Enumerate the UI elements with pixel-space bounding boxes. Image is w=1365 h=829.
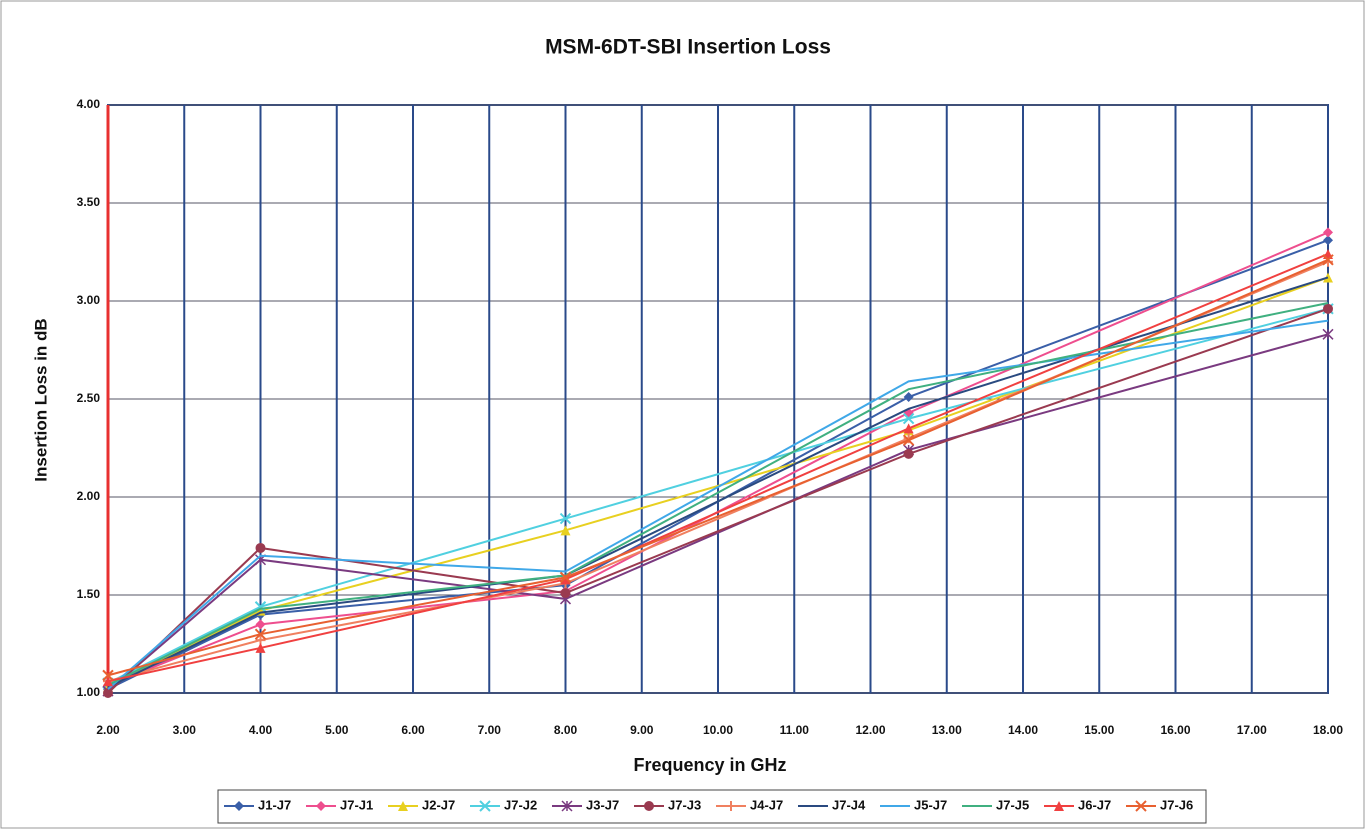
marker bbox=[559, 571, 572, 584]
y-tick-label: 1.00 bbox=[77, 685, 101, 699]
marker bbox=[103, 676, 113, 687]
y-tick-label: 2.50 bbox=[77, 391, 101, 405]
y-tick-label: 4.00 bbox=[77, 97, 101, 111]
x-tick-label: 5.00 bbox=[325, 723, 349, 737]
marker bbox=[561, 800, 573, 812]
marker bbox=[479, 800, 491, 812]
marker bbox=[255, 542, 266, 553]
x-tick-label: 15.00 bbox=[1084, 723, 1114, 737]
marker bbox=[103, 688, 113, 698]
x-tick-label: 16.00 bbox=[1160, 723, 1190, 737]
marker bbox=[560, 525, 571, 536]
marker bbox=[1135, 800, 1147, 812]
legend-label: J7-J2 bbox=[504, 797, 537, 812]
marker bbox=[255, 619, 266, 630]
marker bbox=[560, 574, 571, 585]
marker bbox=[1323, 235, 1333, 246]
legend-label: J5-J7 bbox=[914, 797, 947, 812]
marker bbox=[102, 669, 114, 682]
x-tick-label: 14.00 bbox=[1008, 723, 1038, 737]
legend-box bbox=[217, 789, 1207, 824]
x-tick-label: 13.00 bbox=[932, 723, 962, 737]
marker bbox=[1323, 227, 1333, 238]
x-tick-label: 11.00 bbox=[780, 723, 810, 737]
x-tick-label: 6.00 bbox=[401, 723, 425, 737]
x-tick-label: 7.00 bbox=[478, 723, 502, 737]
marker bbox=[398, 801, 408, 811]
marker bbox=[560, 588, 571, 599]
x-tick-label: 10.00 bbox=[703, 723, 733, 737]
y-tick-label: 3.50 bbox=[77, 195, 101, 209]
legend-label: J7-J3 bbox=[668, 797, 701, 812]
legend-label: J3-J7 bbox=[586, 797, 619, 812]
marker bbox=[903, 448, 914, 459]
x-tick-label: 17.00 bbox=[1237, 723, 1267, 737]
marker bbox=[254, 628, 267, 640]
y-axis-label: Insertion Loss in dB bbox=[31, 318, 50, 481]
x-tick-label: 12.00 bbox=[855, 723, 885, 737]
marker bbox=[1322, 328, 1334, 340]
x-tick-label: 2.00 bbox=[96, 723, 120, 737]
chart-title: MSM-6DT-SBI Insertion Loss bbox=[545, 36, 831, 59]
x-tick-label: 9.00 bbox=[630, 723, 654, 737]
x-tick-label: 8.00 bbox=[554, 723, 578, 737]
legend-label: J7-J5 bbox=[996, 797, 1029, 812]
marker bbox=[1323, 303, 1333, 314]
legend-label: J4-J7 bbox=[750, 797, 783, 812]
legend-label: J2-J7 bbox=[422, 797, 455, 812]
marker bbox=[234, 801, 244, 811]
x-tick-label: 4.00 bbox=[249, 723, 273, 737]
y-tick-label: 2.00 bbox=[77, 489, 101, 503]
marker bbox=[903, 392, 914, 403]
marker bbox=[316, 801, 326, 811]
legend-label: J7-J6 bbox=[1160, 797, 1193, 812]
marker bbox=[903, 423, 914, 434]
legend-label: J7-J1 bbox=[340, 797, 373, 812]
marker bbox=[1322, 254, 1334, 266]
legend-label: J1-J7 bbox=[258, 797, 291, 812]
marker bbox=[902, 412, 915, 425]
y-tick-label: 3.00 bbox=[77, 293, 101, 307]
y-tick-label: 1.50 bbox=[77, 587, 101, 601]
marker bbox=[559, 512, 572, 525]
marker bbox=[902, 434, 915, 446]
x-axis-label: Frequency in GHz bbox=[633, 755, 786, 775]
marker bbox=[1054, 801, 1064, 811]
legend-label: J6-J7 bbox=[1078, 797, 1111, 812]
marker bbox=[255, 642, 266, 653]
marker bbox=[726, 801, 736, 811]
legend-label: J7-J4 bbox=[832, 797, 866, 812]
x-tick-label: 3.00 bbox=[173, 723, 197, 737]
marker bbox=[644, 801, 654, 811]
x-tick-label: 18.00 bbox=[1313, 723, 1343, 737]
